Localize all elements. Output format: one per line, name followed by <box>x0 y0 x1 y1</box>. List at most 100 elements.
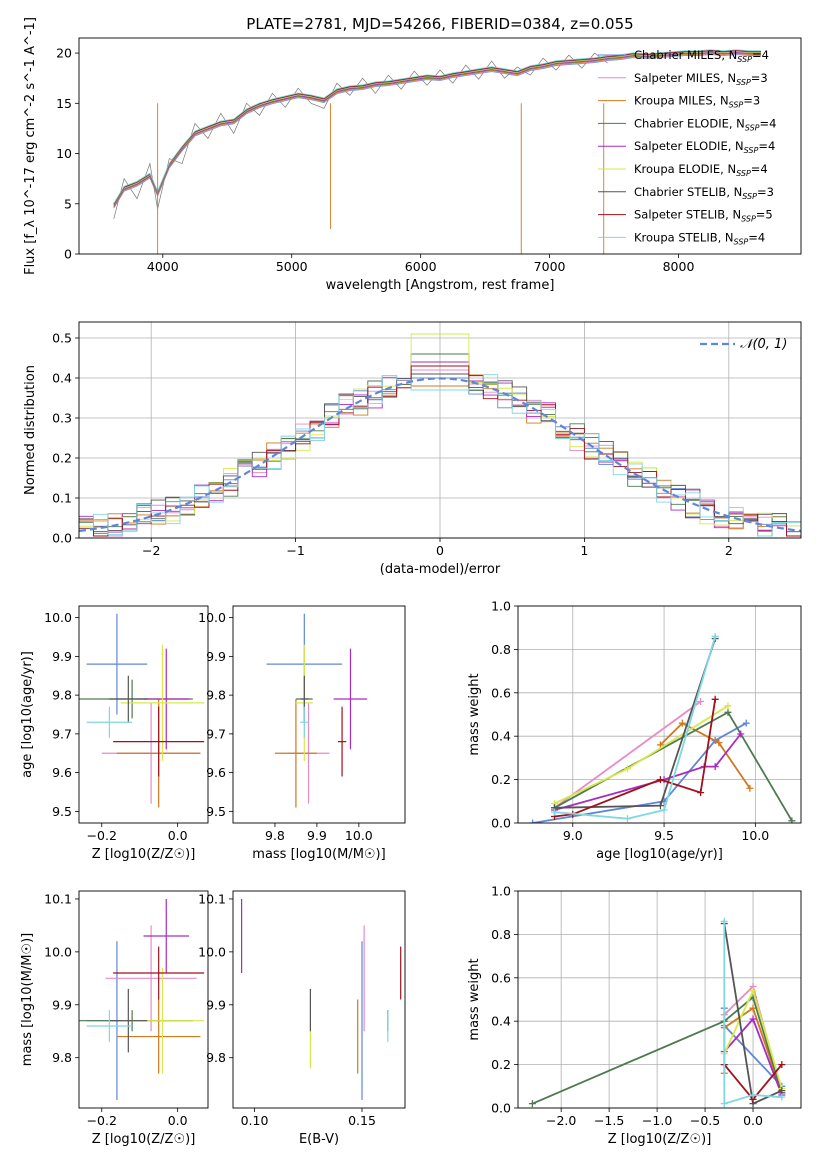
y-axis-label: Normed distribution <box>23 365 38 495</box>
y-tick-label: 10 <box>56 146 72 161</box>
x-tick-label: 9.5 <box>654 828 674 843</box>
y-tick-label: 9.8 <box>206 1050 226 1065</box>
y-tick-label: 9.9 <box>206 649 226 664</box>
legend-label: Salpeter ELODIE, NSSP=4 <box>634 139 775 155</box>
figure-title: PLATE=2781, MJD=54266, FIBERID=0384, z=0… <box>246 15 633 33</box>
weight-marker <box>788 817 796 823</box>
age-vs-mass-panel: 9.8 9.9 10.0 9.5 9.6 9.7 9.8 9.9 10.0 mass [log10… <box>198 605 406 862</box>
y-tick-label: 9.5 <box>52 804 72 819</box>
weight-line <box>723 921 782 1105</box>
model-line <box>113 51 761 206</box>
y-tick-label: 10.0 <box>44 610 72 625</box>
x-tick-label: 10.0 <box>345 828 373 843</box>
weight-marker <box>724 702 732 710</box>
x-tick-label: 0.10 <box>241 1113 269 1128</box>
y-tick-label: 10.0 <box>198 944 226 959</box>
x-axis-label: E(B-V) <box>299 1132 339 1147</box>
weight-line <box>553 700 702 809</box>
weight-marker <box>778 1093 786 1101</box>
spectrum-legend: Chabrier MILES, NSSP=4 Salpeter MILES, NS… <box>598 48 776 246</box>
weight-marker <box>737 730 745 738</box>
weight-line <box>659 722 751 789</box>
y-tick-label: 0.2 <box>491 772 511 787</box>
x-tick-label: 0 <box>436 543 444 558</box>
weight-marker <box>724 708 732 716</box>
errorbars <box>79 898 205 1101</box>
weight-marker <box>749 1015 757 1023</box>
histogram-step <box>79 374 801 537</box>
y-tick-label: 10.1 <box>198 891 226 906</box>
weight-marker <box>720 917 728 925</box>
x-tick-label: 5000 <box>276 259 308 274</box>
model-line <box>113 49 761 205</box>
y-tick-label: 9.9 <box>206 997 226 1012</box>
y-tick-label: 20 <box>56 46 72 61</box>
weight-marker <box>624 815 632 823</box>
axes-frame <box>232 890 406 1109</box>
legend-label: Chabrier ELODIE, NSSP=4 <box>634 116 776 132</box>
axes-frame <box>78 321 802 539</box>
weight-marker <box>711 695 719 703</box>
weight-marker <box>551 808 559 816</box>
y-tick-label: 9.8 <box>206 688 226 703</box>
legend-label: Kroupa MILES, NSSP=3 <box>634 94 760 110</box>
x-tick-label: −1 <box>286 543 304 558</box>
mass-vs-Z-panel: −0.2 0.0 9.8 9.9 10.0 10.1 Z [log10(Z/Z☉)] mass… <box>20 890 209 1147</box>
x-tick-label: 1 <box>580 543 588 558</box>
y-tick-label: 9.9 <box>52 649 72 664</box>
legend-label: Salpeter STELIB, NSSP=5 <box>634 208 773 224</box>
x-axis-label: Z [log10(Z/Z☉)] <box>92 1132 196 1147</box>
residuals-panel: −2 −1 0 1 2 0.0 0.1 0.2 0.3 0.4 0.5 (data-model)/er… <box>23 321 802 577</box>
y-tick-label: 0.0 <box>52 531 72 546</box>
weight-vs-Z-panel: −2.0 −1.5 −1.0 −0.5 0.0 0.0 0.2 0.4 0.6 0.8 1.0 Z [… <box>467 884 802 1147</box>
y-tick-label: 10.1 <box>44 891 72 906</box>
histograms <box>79 333 801 537</box>
model-line <box>113 51 761 207</box>
x-tick-label: −1.0 <box>642 1113 672 1128</box>
legend-label: 𝒩(0, 1) <box>740 337 787 352</box>
x-tick-label: 0.0 <box>168 1113 188 1128</box>
weight-marker <box>720 1100 728 1108</box>
weight-marker <box>749 1091 757 1099</box>
histogram-step <box>79 365 801 537</box>
weight-marker <box>656 776 664 784</box>
x-tick-label: 2 <box>725 543 733 558</box>
y-tick-label: 9.8 <box>52 688 72 703</box>
errorbars <box>79 613 205 808</box>
axes-frame <box>78 37 802 255</box>
model-line <box>113 52 761 208</box>
histogram-step <box>79 373 801 531</box>
observed-spectrum <box>113 52 608 219</box>
weight-vs-age-panel: 9.0 9.5 10.0 0.0 0.2 0.4 0.6 0.8 1.0 age [log10(a… <box>467 599 802 862</box>
model-line <box>113 49 761 204</box>
axes-frame <box>517 890 802 1109</box>
weight-marker <box>660 806 668 814</box>
legend-label: Salpeter MILES, NSSP=3 <box>634 71 768 87</box>
x-tick-label: −2 <box>142 543 160 558</box>
y-tick-label: 10.0 <box>44 944 72 959</box>
y-axis-label: age [log10(age/yr)] <box>20 651 35 778</box>
weight-marker <box>624 765 632 773</box>
x-axis-label: Z [log10(Z/Z☉)] <box>608 1132 712 1147</box>
y-tick-label: 9.7 <box>206 726 226 741</box>
x-axis-label: (data-model)/error <box>380 562 501 577</box>
y-tick-label: 0 <box>64 247 72 262</box>
y-tick-label: 1.0 <box>491 599 511 614</box>
x-tick-label: 9.9 <box>307 828 327 843</box>
y-tick-label: 15 <box>56 96 72 111</box>
x-tick-label: −0.2 <box>87 828 117 843</box>
legend-label: Chabrier MILES, NSSP=4 <box>634 48 769 64</box>
weight-line <box>554 733 742 811</box>
y-tick-label: 0.1 <box>52 491 72 506</box>
y-tick-label: 9.8 <box>52 1050 72 1065</box>
y-tick-label: 0.6 <box>491 685 511 700</box>
weight-marker <box>742 719 750 727</box>
weight-line <box>554 638 717 809</box>
y-tick-label: 0.0 <box>491 1101 511 1116</box>
weight-marker <box>746 784 754 792</box>
x-tick-label: 6000 <box>405 259 437 274</box>
age-vs-Z-panel: −0.2 0.0 9.5 9.6 9.7 9.8 9.9 10.0 Z [log10(Z/Z☉)… <box>20 605 209 862</box>
y-tick-label: 10.0 <box>198 610 226 625</box>
axes-frame <box>78 605 209 824</box>
y-tick-label: 9.5 <box>206 804 226 819</box>
